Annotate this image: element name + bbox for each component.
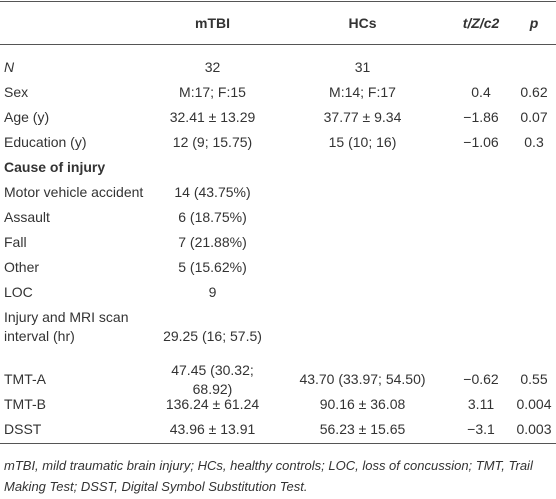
value-cell: 90.16 ± 36.08	[319, 396, 406, 412]
row-label: Age (y)	[4, 109, 50, 125]
row-label: DSST	[4, 421, 42, 437]
value-cell: 32.41 ± 13.29	[169, 109, 256, 125]
value-cell: 7 (21.88%)	[178, 234, 247, 250]
value-cell: 43.96 ± 13.91	[169, 421, 256, 437]
value-cell: 32	[204, 59, 221, 75]
value-cell: −1.86	[463, 109, 499, 125]
row-label: TMT-B	[4, 396, 46, 412]
row-label: Education (y)	[4, 134, 87, 150]
value-cell: 0.4	[471, 84, 491, 100]
header-rule	[0, 44, 556, 45]
top-rule	[0, 1, 556, 2]
value-cell: −3.1	[467, 421, 495, 437]
header-cell: t/Z/c2	[462, 14, 500, 31]
value-cell: 5 (15.62%)	[178, 259, 247, 275]
value-cell: 136.24 ± 61.24	[165, 396, 260, 412]
footnote: mTBI, mild traumatic brain injury; HCs, …	[4, 458, 533, 494]
row-label: Sex	[4, 84, 29, 100]
value-cell: 14 (43.75%)	[174, 184, 251, 200]
value-cell: 29.25 (16; 57.5)	[163, 327, 262, 344]
value-cell: 0.004	[516, 396, 552, 412]
value-cell: −1.06	[463, 134, 499, 150]
row-label: Fall	[4, 234, 27, 250]
value-cell: 0.3	[524, 134, 544, 150]
value-cell: 0.62	[520, 84, 548, 100]
value-cell: 6 (18.75%)	[178, 209, 247, 225]
value-cell: 15 (10; 16)	[328, 134, 397, 150]
row-label: N	[4, 59, 15, 75]
value-cell: 9	[208, 284, 217, 300]
value-cell: 31	[354, 59, 371, 75]
value-cell: 47.45 (30.32; 68.92)	[171, 361, 254, 397]
value-cell: 37.77 ± 9.34	[323, 109, 402, 125]
value-cell: −0.62	[463, 371, 499, 387]
value-cell: M:17; F:15	[179, 84, 246, 100]
row-label: Other	[4, 259, 40, 275]
value-cell: 0.003	[516, 421, 552, 437]
header-cell: p	[529, 14, 539, 31]
value-cell: 43.70 (33.97; 54.50)	[299, 371, 426, 387]
row-label: Motor vehicle accident	[4, 184, 144, 200]
bottom-rule	[0, 443, 556, 444]
header-cell: HCs	[348, 14, 377, 31]
row-label: TMT-A	[4, 371, 46, 387]
value-cell: 12 (9; 15.75)	[172, 134, 253, 150]
row-label: LOC	[4, 284, 33, 300]
header-cell: mTBI	[195, 14, 230, 31]
value-cell: 3.11	[467, 396, 495, 412]
value-cell: 0.55	[520, 371, 548, 387]
value-cell: 56.23 ± 15.65	[319, 421, 406, 437]
row-label: Cause of injury	[4, 159, 106, 175]
row-label: Assault	[4, 209, 50, 225]
value-cell: M:14; F:17	[329, 84, 396, 100]
row-label: Injury and MRI scan interval (hr)	[4, 309, 129, 344]
value-cell: 0.07	[520, 109, 548, 125]
